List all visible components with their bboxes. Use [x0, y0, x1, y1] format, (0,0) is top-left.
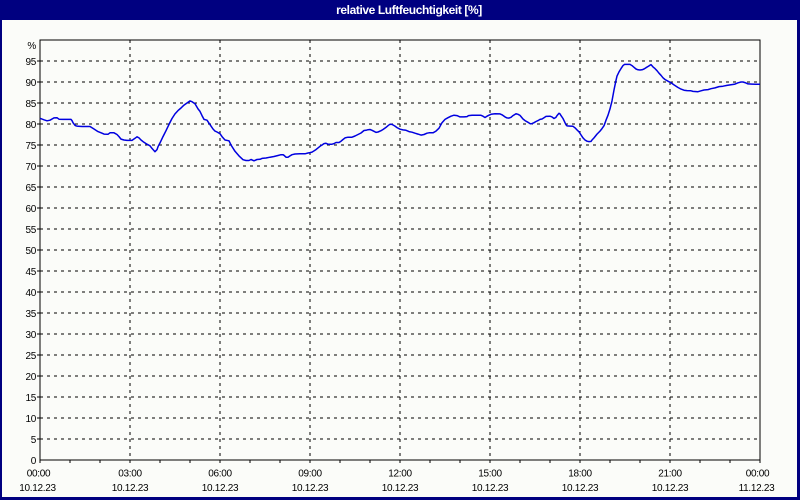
- svg-text:70: 70: [25, 162, 36, 173]
- svg-text:65: 65: [25, 183, 36, 194]
- svg-text:12:00: 12:00: [388, 469, 412, 480]
- svg-text:10.12.23: 10.12.23: [562, 483, 599, 494]
- svg-text:10.12.23: 10.12.23: [292, 483, 329, 494]
- svg-text:10.12.23: 10.12.23: [112, 483, 149, 494]
- svg-text:0: 0: [31, 456, 37, 467]
- svg-text:50: 50: [25, 246, 36, 257]
- svg-text:10: 10: [25, 414, 36, 425]
- svg-text:75: 75: [25, 141, 36, 152]
- svg-text:18:00: 18:00: [568, 469, 592, 480]
- svg-text:10.12.23: 10.12.23: [19, 483, 56, 494]
- svg-text:00:00: 00:00: [746, 469, 770, 480]
- svg-text:85: 85: [25, 99, 36, 110]
- svg-text:95: 95: [25, 57, 36, 68]
- svg-text:5: 5: [31, 435, 37, 446]
- svg-text:80: 80: [25, 120, 36, 131]
- svg-text:30: 30: [25, 330, 36, 341]
- svg-text:90: 90: [25, 78, 36, 89]
- svg-text:10.12.23: 10.12.23: [652, 483, 689, 494]
- svg-text:55: 55: [25, 225, 36, 236]
- svg-text:20: 20: [25, 372, 36, 383]
- svg-text:15:00: 15:00: [478, 469, 502, 480]
- svg-text:03:00: 03:00: [118, 469, 142, 480]
- svg-text:25: 25: [25, 351, 36, 362]
- svg-text:40: 40: [25, 288, 36, 299]
- svg-text:35: 35: [25, 309, 36, 320]
- svg-text:06:00: 06:00: [208, 469, 232, 480]
- svg-text:15: 15: [25, 393, 36, 404]
- svg-text:60: 60: [25, 204, 36, 215]
- svg-text:45: 45: [25, 267, 36, 278]
- svg-text:21:00: 21:00: [658, 469, 682, 480]
- svg-text:10.12.23: 10.12.23: [382, 483, 419, 494]
- svg-text:10.12.23: 10.12.23: [202, 483, 239, 494]
- svg-text:00:00: 00:00: [27, 469, 51, 480]
- svg-text:09:00: 09:00: [298, 469, 322, 480]
- svg-text:11.12.23: 11.12.23: [739, 483, 776, 494]
- svg-text:%: %: [27, 41, 36, 52]
- svg-text:10.12.23: 10.12.23: [472, 483, 509, 494]
